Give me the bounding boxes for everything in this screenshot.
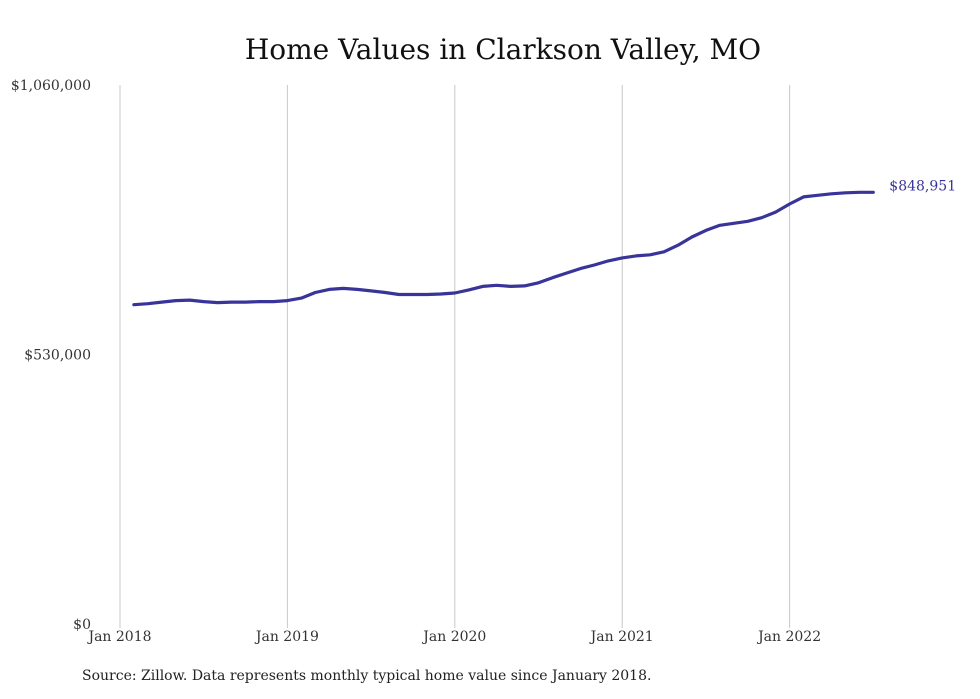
source-note: Source: Zillow. Data represents monthly … [82,668,652,684]
x-tick-label-2: Jan 2020 [421,629,486,645]
x-axis-ticks: Jan 2018 Jan 2019 Jan 2020 Jan 2021 Jan 2022 [86,629,821,645]
y-tick-label-1: $530,000 [24,348,91,364]
x-tick-label-0: Jan 2018 [86,629,151,645]
series-layer [132,190,875,307]
y-tick-label-0: $1,060,000 [11,78,91,94]
x-tick-label-1: Jan 2019 [254,629,319,645]
x-tick-label-4: Jan 2022 [756,629,821,645]
x-tick-label-3: Jan 2021 [589,629,654,645]
chart-title: Home Values in Clarkson Valley, MO [245,33,761,66]
series-line-0 [132,190,875,307]
y-tick-label-2: $0 [73,617,91,633]
y-axis-ticks: $1,060,000 $530,000 $0 [11,78,91,633]
vertical-gridlines [119,85,791,628]
end-value-label: $848,951 [889,178,956,194]
